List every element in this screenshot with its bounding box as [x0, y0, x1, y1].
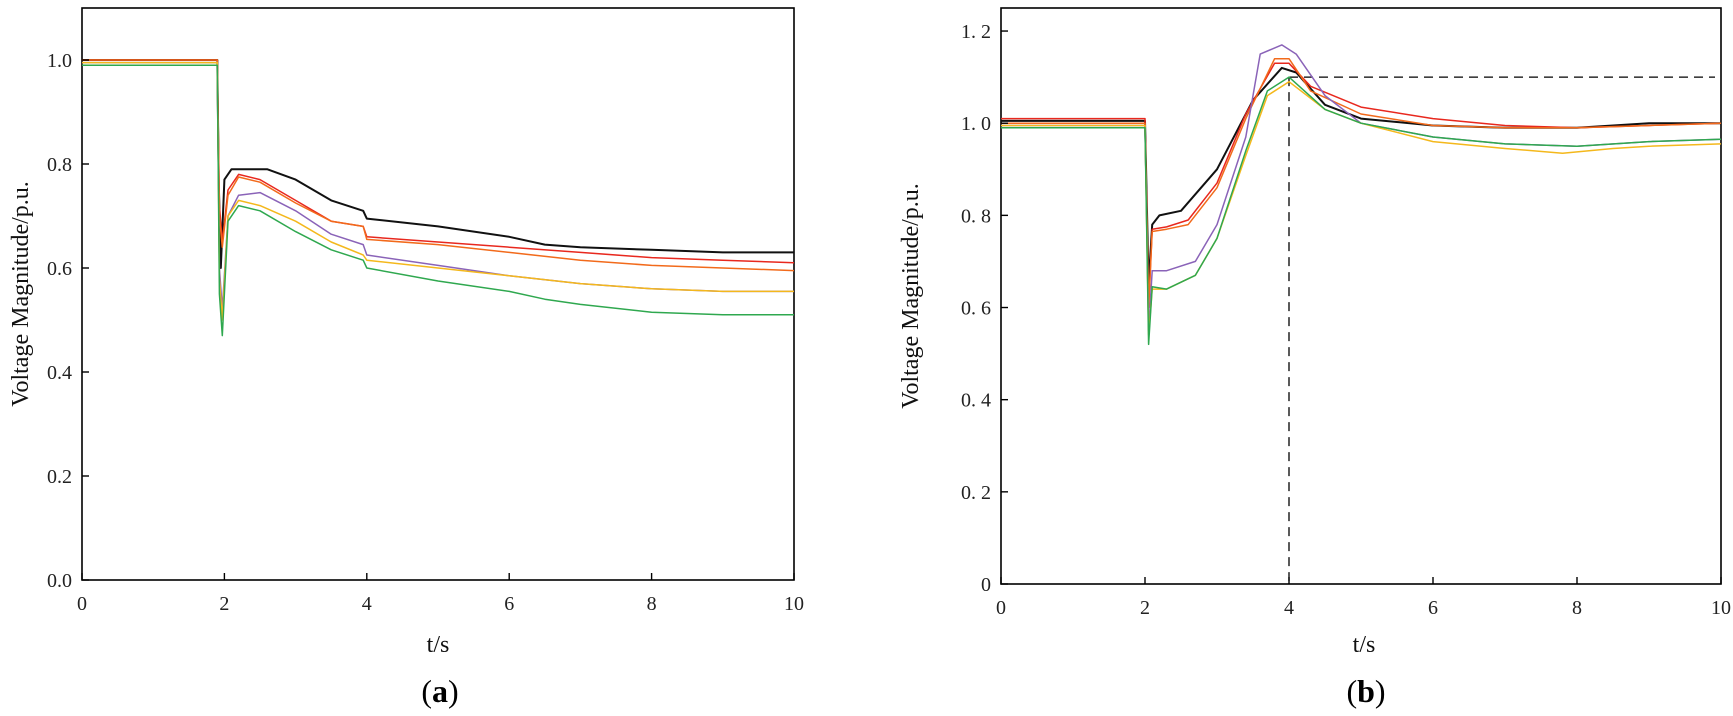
- series-line-orange-a: [82, 59, 795, 272]
- series-line-yellow-b: [1001, 80, 1722, 336]
- x-tick-label-a: 4: [362, 593, 372, 615]
- y-tick-label-b: 0: [981, 574, 991, 596]
- series-line-black-b: [1001, 66, 1721, 286]
- chart-panel-a: 0 2 4 6 8 10 0.0 0.2 0.4 0.6 0.8 1.0 Voltage Magnit…: [8, 7, 804, 709]
- plot-frame-a: [81, 7, 795, 581]
- series-line-green-b: [1001, 76, 1722, 346]
- y-tick-label-b: 0. 2: [961, 482, 991, 504]
- panel-label-a: (a): [421, 673, 458, 709]
- series-line-yellow-a: [82, 61, 794, 321]
- series-line-purple-b: [1001, 44, 1722, 332]
- x-tick-label-a: 8: [647, 593, 657, 615]
- y-tick-label-b: 0. 4: [961, 390, 991, 412]
- panel-letter-a: a: [432, 673, 448, 709]
- series-line-purple-a: [82, 61, 794, 311]
- y-tick-label-b: 1. 2: [961, 21, 991, 43]
- x-tick-label-a: 2: [219, 593, 229, 615]
- y-tick-label-a: 0.0: [47, 570, 72, 592]
- x-tick-label-b: 0: [996, 597, 1006, 619]
- x-tick-label-b: 10: [1711, 597, 1731, 619]
- x-axis-title-a: t/s: [427, 632, 450, 658]
- series-line-green-a: [82, 64, 794, 337]
- chart-panel-b: 0 2 4 6 8 10 0 0. 2 0. 4 0. 6 0. 8 1. 0 1. 2 Voltage…: [898, 7, 1731, 709]
- y-tick-label-b: 0. 8: [961, 205, 991, 227]
- x-tick-label-a: 0: [77, 593, 87, 615]
- y-tick-label-a: 0.6: [47, 258, 72, 280]
- series-line-red-b: [1001, 62, 1722, 309]
- series-line-red-a: [82, 59, 795, 264]
- y-tick-label-a: 0.2: [47, 466, 72, 488]
- x-axis-title-b: t/s: [1353, 632, 1376, 658]
- series-line-black-a: [82, 59, 794, 269]
- series-line-orange-b: [1001, 57, 1722, 309]
- x-tick-label-a: 6: [504, 593, 514, 615]
- x-tick-label-b: 6: [1428, 597, 1438, 619]
- y-axis-title-b: Voltage Magnitude/p.u.: [898, 183, 924, 409]
- y-tick-label-b: 0. 6: [961, 298, 991, 320]
- y-axis-title-a: Voltage Magnitude/p.u.: [8, 181, 34, 407]
- y-tick-label-a: 1.0: [47, 50, 72, 72]
- x-tick-label-b: 8: [1572, 597, 1582, 619]
- y-tick-label-a: 0.8: [47, 154, 72, 176]
- panel-label-b: (b): [1346, 673, 1385, 709]
- x-tick-label-b: 2: [1140, 597, 1150, 619]
- y-tick-label-b: 1. 0: [961, 113, 991, 135]
- y-tick-label-a: 0.4: [47, 362, 72, 384]
- x-tick-label-b: 4: [1284, 597, 1294, 619]
- plot-frame-b: [1000, 7, 1722, 585]
- panel-letter-b: b: [1357, 673, 1375, 709]
- x-tick-label-a: 10: [784, 593, 804, 615]
